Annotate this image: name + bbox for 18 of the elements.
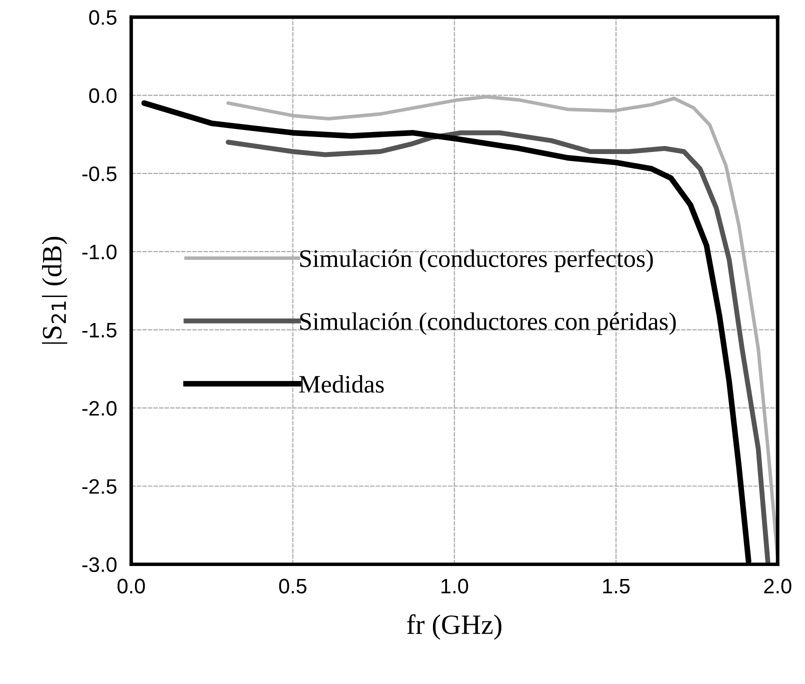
legend-label: Medidas [299, 375, 384, 393]
x-tick-label: 0.5 [279, 578, 306, 594]
x-axis-title: fr (GHz) [407, 614, 502, 640]
x-tick-label: 0.0 [118, 578, 145, 594]
y-tick-label: 0.5 [89, 10, 116, 25]
y-tick-label: -0.5 [82, 166, 116, 182]
y-tick-label: 0.0 [89, 88, 117, 104]
legend-label: Simulación (conductores con péridas) [300, 312, 676, 335]
y-tick-label: -2.5 [82, 479, 116, 494]
y-tick-label: -2.0 [82, 400, 117, 416]
y-tick-label: -3.0 [82, 557, 117, 572]
legend-label: Simulación (conductores perfectos) [300, 249, 653, 272]
x-tick-label: 1.0 [442, 578, 468, 594]
y-tick-label: -1.0 [82, 244, 117, 260]
y-tick-label: -1.5 [82, 323, 116, 338]
x-tick-label: 1.5 [603, 578, 630, 594]
y-axis-title: |S$_{21}$| (dB) [42, 236, 68, 344]
x-tick-label: 2.0 [764, 578, 792, 594]
